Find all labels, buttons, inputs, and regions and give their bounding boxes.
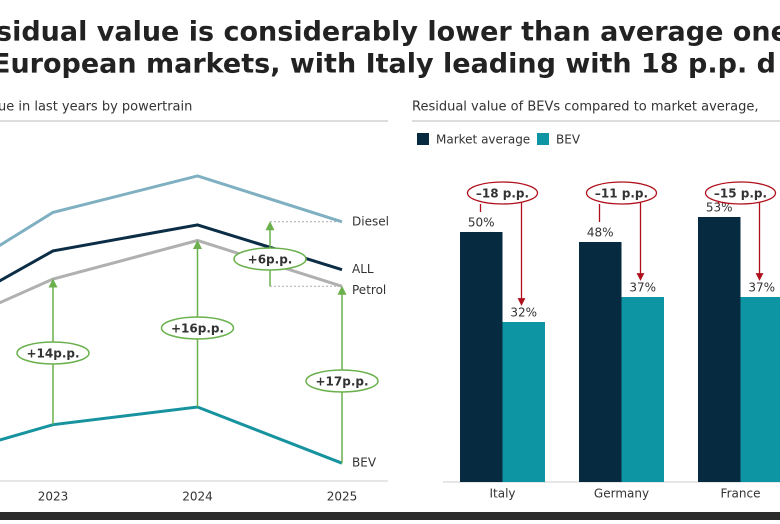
annotation: –11 p.p. [595, 187, 648, 201]
value-label: 37% [629, 281, 656, 295]
value-label: 37% [748, 281, 775, 295]
bar [579, 242, 622, 482]
annotation: –15 p.p. [714, 187, 767, 201]
series-label: Diesel [352, 214, 389, 228]
legend-swatch [537, 133, 549, 145]
title: European markets, with Italy leading wit… [0, 49, 776, 80]
value-label: 32% [510, 306, 537, 320]
annotation: +6p.p. [248, 253, 293, 267]
line [0, 176, 342, 302]
annotation: +14p.p. [26, 347, 79, 361]
x-tick-label: 2025 [327, 490, 358, 504]
annotation: +17p.p. [315, 375, 368, 389]
legend-label: Market average [436, 133, 530, 147]
chart-title: ue in last years by powertrain [0, 100, 192, 115]
bar [460, 232, 503, 482]
annotation: +16p.p. [171, 322, 224, 336]
x-tick-label: 2023 [38, 490, 69, 504]
footer-bar [0, 512, 780, 520]
value-label: 48% [587, 226, 614, 240]
legend-swatch [417, 133, 429, 145]
bar [622, 297, 665, 482]
series-label: Petrol [352, 283, 386, 297]
line [0, 407, 342, 466]
bar [503, 322, 546, 482]
value-label: 50% [468, 216, 495, 230]
chart-title: Residual value of BEVs compared to marke… [412, 100, 759, 115]
x-tick-label: France [721, 487, 761, 501]
annotation: –18 p.p. [476, 187, 529, 201]
x-tick-label: Germany [594, 487, 649, 501]
series-label: ALL [352, 262, 374, 276]
bar [698, 217, 741, 482]
x-tick-label: Italy [489, 487, 515, 501]
title: sidual value is considerably lower than … [0, 17, 780, 48]
series-label: BEV [352, 456, 377, 470]
legend-label: BEV [556, 133, 581, 147]
x-tick-label: 2024 [182, 490, 213, 504]
bar [741, 297, 780, 482]
